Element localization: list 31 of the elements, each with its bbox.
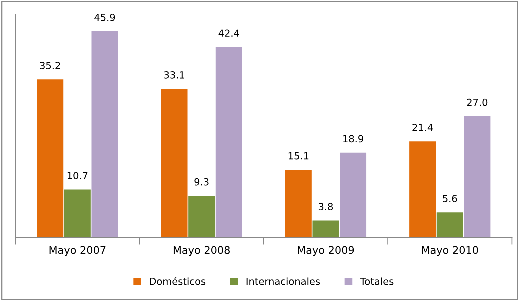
x-tick-label: Mayo 2010: [422, 246, 478, 256]
bar: [464, 116, 491, 238]
legend-label: Internacionales: [246, 278, 320, 286]
data-label: 35.2: [40, 62, 60, 70]
x-tick-label: Mayo 2008: [174, 246, 230, 256]
data-label: 15.1: [288, 152, 309, 160]
bar: [92, 32, 118, 238]
bar: [436, 212, 464, 238]
bar: [64, 190, 91, 238]
data-label: 45.9: [94, 14, 116, 22]
bar: [216, 47, 242, 238]
data-label: 21.4: [412, 124, 434, 132]
x-tick-label: Mayo 2009: [298, 246, 354, 256]
bar: [340, 152, 367, 238]
data-label: 3.8: [318, 203, 334, 210]
data-label: 5.6: [443, 195, 458, 202]
data-label: 27.0: [467, 98, 488, 106]
data-label: 33.1: [164, 71, 184, 79]
x-tick-label: Mayo 2007: [50, 246, 106, 256]
data-label: 42.4: [218, 30, 240, 37]
bar: [410, 142, 436, 238]
legend-label: Totales: [360, 278, 394, 286]
bar: [312, 220, 340, 238]
bar: [161, 89, 188, 238]
bar: [188, 196, 216, 238]
bar: [285, 170, 312, 238]
data-label: 9.3: [194, 178, 209, 186]
legend-label: Domésticos: [150, 277, 206, 286]
data-label: 18.9: [344, 135, 364, 143]
data-label: 10.7: [68, 172, 88, 180]
bar: [37, 80, 64, 238]
